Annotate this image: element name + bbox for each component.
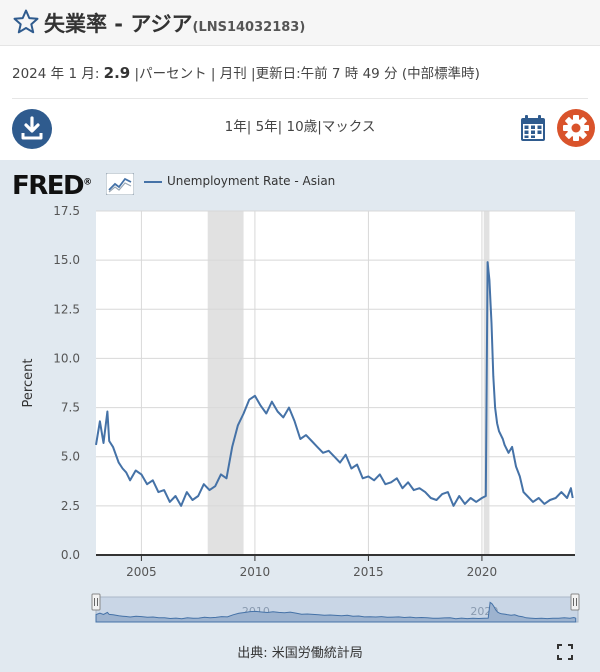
chart-legend: Unemployment Rate - Asian [144,174,335,188]
x-tick-label: 2015 [353,565,384,579]
chart-toolbar: 1年| 5年| 10歳|マックス [0,100,600,158]
x-tick-label: 2005 [126,565,157,579]
y-tick-label: 7.5 [61,401,80,415]
observation-date: 2024 年 1 月: [12,66,100,82]
series-title-text: 失業率 - アジア [44,12,193,36]
y-tick-label: 2.5 [61,499,80,513]
chart-canvas: 0.0 2.5 5.0 7.5 10.0 12.5 15.0 17.5 2005 2010 201… [21,204,580,623]
plot-background [96,211,575,555]
gear-icon[interactable] [556,108,596,148]
y-tick-label: 17.5 [53,204,80,218]
fullscreen-icon[interactable] [557,644,573,660]
calendar-icon[interactable] [520,114,546,142]
y-axis-label: Percent [21,359,36,408]
range-separator: | [277,119,283,135]
divider [12,98,588,99]
range-1y-link[interactable]: 1年 [224,119,247,135]
navigator-left-handle[interactable] [91,593,101,611]
chart-panel: FRED® Unemployment Rate - Asian 0.0 2.5 5.… [0,160,600,672]
range-separator: | [317,119,322,135]
range-5y-link[interactable]: 5年 [255,119,278,135]
recession-band [207,211,244,555]
range-10y-link[interactable]: 10歳 [286,119,318,135]
navigator-handle-grip[interactable] [570,593,580,611]
download-button[interactable] [12,109,52,149]
latest-value: 2.9 [103,64,131,82]
y-tick-label: 15.0 [53,253,80,267]
legend-label: Unemployment Rate - Asian [167,174,336,188]
range-max-link[interactable]: マックス [321,119,376,135]
observation-details: |パーセント | 月刊 |更新日:午前 7 時 49 分 (中部標準時) [134,66,480,82]
fred-registered-mark: ® [83,177,93,188]
star-icon[interactable] [12,8,40,36]
y-tick-label: 10.0 [53,351,80,365]
y-tick-label: 12.5 [53,302,80,316]
legend-swatch [144,180,162,183]
range-separator: | [246,119,252,135]
series-line [95,261,574,507]
source-citation: 出典: 米国労働統計局 [237,646,363,661]
x-tick-label: 2020 [467,565,498,579]
fred-logo: FRED® [12,171,92,201]
range-navigator[interactable]: 20102020 [91,593,580,623]
x-tick-label: 2010 [240,565,271,579]
navigator-handle-grip[interactable] [91,593,101,611]
page-title: 失業率 - アジア(LNS14032183) [44,8,305,38]
fred-chart-logo-icon [106,173,134,195]
fred-logo-text: FRED [12,171,85,201]
title-bar: 失業率 - アジア(LNS14032183) [0,0,600,46]
date-range-selector: 1年| 5年| 10歳|マックス [0,115,600,135]
observation-meta: 2024 年 1 月: 2.9 |パーセント | 月刊 |更新日:午前 7 時 … [12,62,480,82]
navigator-right-handle[interactable] [570,593,580,611]
navigator-series-area [95,601,577,623]
series-id: (LNS14032183) [192,20,306,35]
y-tick-label: 5.0 [61,450,80,464]
y-tick-label: 0.0 [61,548,80,562]
download-icon [21,116,43,140]
